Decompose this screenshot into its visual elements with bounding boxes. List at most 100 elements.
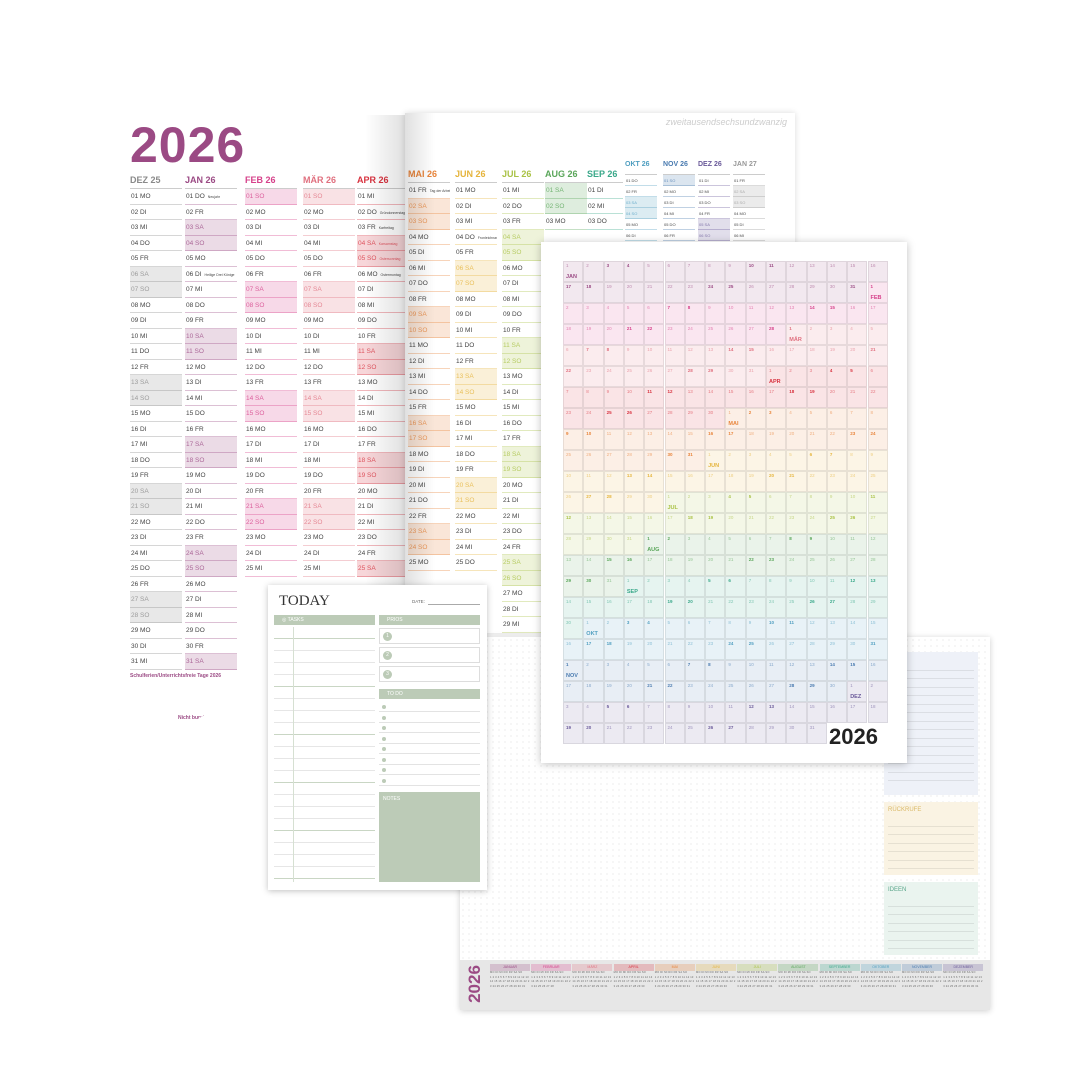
task-line[interactable] [274,759,375,771]
day-cell: 15 [725,387,746,408]
day-row: 13 DI [185,375,237,391]
date-label: DATE: [412,599,425,604]
task-line[interactable] [274,639,375,651]
wall-calendar-left-page: 2026 DEZ 25 01 MO 02 DI 03 MI 04 DO 05 FR 06 S… [118,115,405,770]
mini-month-name: APRIL [613,964,654,971]
task-line[interactable] [274,735,375,747]
prio-field[interactable]: 1 [379,628,480,644]
todo-item[interactable] [379,702,480,712]
note-line[interactable] [888,852,974,861]
day-row: 19 DO [303,468,355,484]
day-row: 14 SO [455,384,497,400]
todo-item[interactable] [379,776,480,786]
day-cell: 5 [806,408,827,429]
day-cell: 20 [725,513,746,534]
holiday-label: Karfreitag [378,226,394,230]
day-row: 02 SO [545,198,587,214]
task-line[interactable] [274,771,375,783]
note-line[interactable] [888,713,974,722]
note-line[interactable] [888,764,974,773]
note-line[interactable] [888,941,974,949]
day-row: 05 SO [502,245,544,261]
note-line[interactable] [888,835,974,844]
note-line[interactable] [888,730,974,739]
note-line[interactable] [888,705,974,713]
task-line[interactable] [274,795,375,807]
day-cell: 20 [847,345,868,366]
todo-item[interactable] [379,765,480,775]
task-line[interactable] [274,687,375,699]
todo-item[interactable] [379,723,480,733]
note-line[interactable] [888,773,974,781]
day-row: 03 FR Karfreitag [357,220,405,236]
day-cell: 17 [705,471,726,492]
day-cell: 25 [806,555,827,576]
note-line[interactable] [888,932,974,941]
tasks-header: ◎ TASKS [274,615,375,625]
task-line[interactable] [274,699,375,711]
task-line[interactable] [274,831,375,843]
tasks-divider [293,627,294,882]
task-line[interactable] [274,663,375,675]
day-cell: 1 APR [766,366,787,387]
task-line[interactable] [274,675,375,687]
day-cell: 16 [644,513,665,534]
todo-item[interactable] [379,755,480,765]
day-row: 07 DI [357,282,405,298]
note-line[interactable] [888,722,974,730]
day-cell: 10 [705,702,726,723]
task-line[interactable] [274,867,375,879]
task-line[interactable] [274,627,375,639]
day-cell: 23 [664,324,685,345]
note-line[interactable] [888,844,974,852]
bullet-icon [382,705,386,709]
note-line[interactable] [888,739,974,747]
day-cell: 3 [603,261,624,282]
month-column: DEZ 26 01 DI 02 MI 03 DO 04 FR 05 SA 06 SO [698,161,730,241]
todo-item[interactable] [379,744,480,754]
note-line[interactable] [888,756,974,764]
date-field[interactable] [428,604,480,605]
day-cell: 22 [664,282,685,303]
day-row: 08 FR [408,292,450,307]
day-cell: 15 [684,429,706,450]
note-line[interactable] [888,907,974,915]
notes-box[interactable]: NOTES [379,792,480,882]
note-line[interactable] [888,662,974,671]
task-line[interactable] [274,747,375,759]
note-line[interactable] [888,671,974,679]
task-line[interactable] [274,651,375,663]
task-line[interactable] [274,783,375,795]
note-line[interactable] [888,924,974,932]
note-line[interactable] [888,679,974,688]
day-cell: 24 [705,681,726,702]
note-line[interactable] [888,688,974,696]
day-row: 06 MO [502,261,544,276]
day-cell: 5 [786,450,807,471]
todo-item[interactable] [379,713,480,723]
prio-field[interactable]: 3 [379,666,480,682]
day-cell: 4 [684,576,706,597]
day-cell: 15 [847,261,868,282]
todo-item[interactable] [379,734,480,744]
day-cell: 15 [623,513,645,534]
task-line[interactable] [274,855,375,867]
note-line[interactable] [888,898,974,907]
prio-field[interactable]: 2 [379,647,480,663]
mini-month: SEPTEMBER MO DI MI DO FR SA SO 1 2 3 4 5 6… [819,964,860,989]
task-line[interactable] [274,843,375,855]
note-line[interactable] [888,915,974,924]
task-line[interactable] [274,723,375,735]
note-line[interactable] [888,818,974,827]
task-line[interactable] [274,711,375,723]
note-line[interactable] [888,747,974,756]
note-line[interactable] [888,696,974,705]
task-line[interactable] [274,819,375,831]
side-panel: IDEEN [884,882,978,955]
day-row: 12 DO [303,360,355,375]
prios-header: PRIOS [379,615,480,625]
day-cell: 12 [786,660,807,681]
note-line[interactable] [888,861,974,869]
note-line[interactable] [888,827,974,835]
task-line[interactable] [274,807,375,819]
